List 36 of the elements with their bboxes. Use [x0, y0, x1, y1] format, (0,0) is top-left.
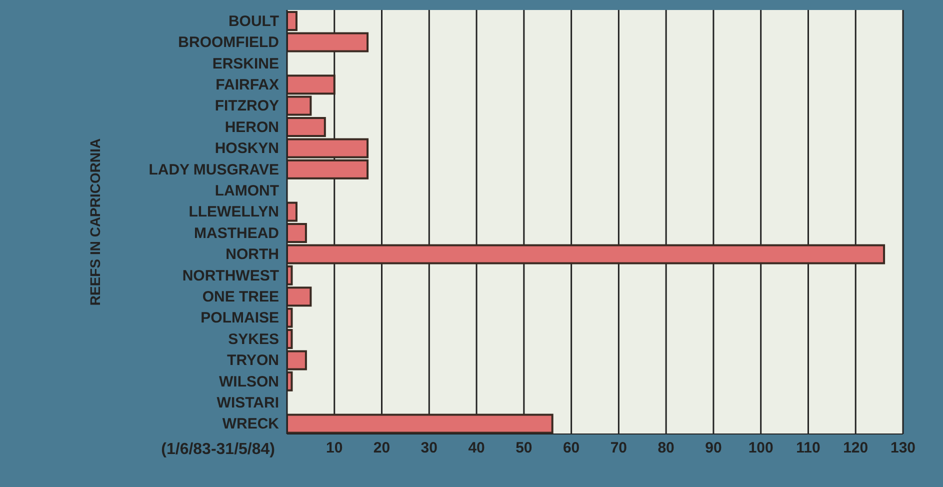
y-tick-label: HOSKYN: [214, 140, 279, 158]
y-tick-label: LADY MUSGRAVE: [148, 161, 279, 178]
y-tick-label: MASTHEAD: [194, 224, 280, 242]
y-axis-title: REEFS IN CAPRICORNIA: [86, 138, 103, 306]
x-tick-label: 100: [748, 440, 774, 457]
y-tick-label: SYKES: [228, 330, 279, 348]
y-tick-label: HERON: [224, 118, 279, 136]
x-tick-label: 120: [843, 440, 868, 457]
bar: [287, 414, 554, 434]
x-tick-label: 130: [890, 440, 916, 457]
y-tick-label: BOULT: [228, 12, 279, 30]
y-tick-label: ERSKINE: [212, 55, 279, 72]
x-tick-label: 60: [562, 440, 580, 457]
y-tick-label: WISTARI: [216, 394, 279, 412]
x-tick-label: 90: [705, 440, 722, 457]
y-tick-label: WILSON: [219, 373, 279, 390]
y-tick-label: FAIRFAX: [216, 76, 279, 94]
x-tick-label: 110: [796, 440, 820, 457]
x-tick-label: 40: [468, 440, 485, 457]
x-tick-label: 30: [420, 440, 438, 457]
x-tick-label: 70: [610, 440, 628, 457]
y-tick-label: FITZROY: [214, 98, 279, 115]
y-tick-label: TRYON: [227, 352, 279, 370]
x-tick-label: 80: [658, 440, 674, 457]
y-tick-label: LAMONT: [214, 182, 279, 200]
x-axis-title: (1/6/83-31/5/84): [161, 441, 275, 458]
y-tick-label: POLMAISE: [200, 310, 279, 327]
y-tick-label: WRECK: [222, 416, 280, 433]
y-tick-label: BROOMFIELD: [178, 34, 280, 52]
y-tick-label: LLEWELLYN: [188, 204, 279, 221]
x-tick-label: 50: [516, 440, 532, 457]
y-tick-label: ONE TREE: [202, 288, 279, 306]
x-tick-label: 20: [373, 440, 390, 457]
y-tick-label: NORTHWEST: [182, 267, 279, 284]
y-tick-label: NORTH: [226, 246, 279, 264]
x-tick-label: 10: [326, 440, 343, 457]
